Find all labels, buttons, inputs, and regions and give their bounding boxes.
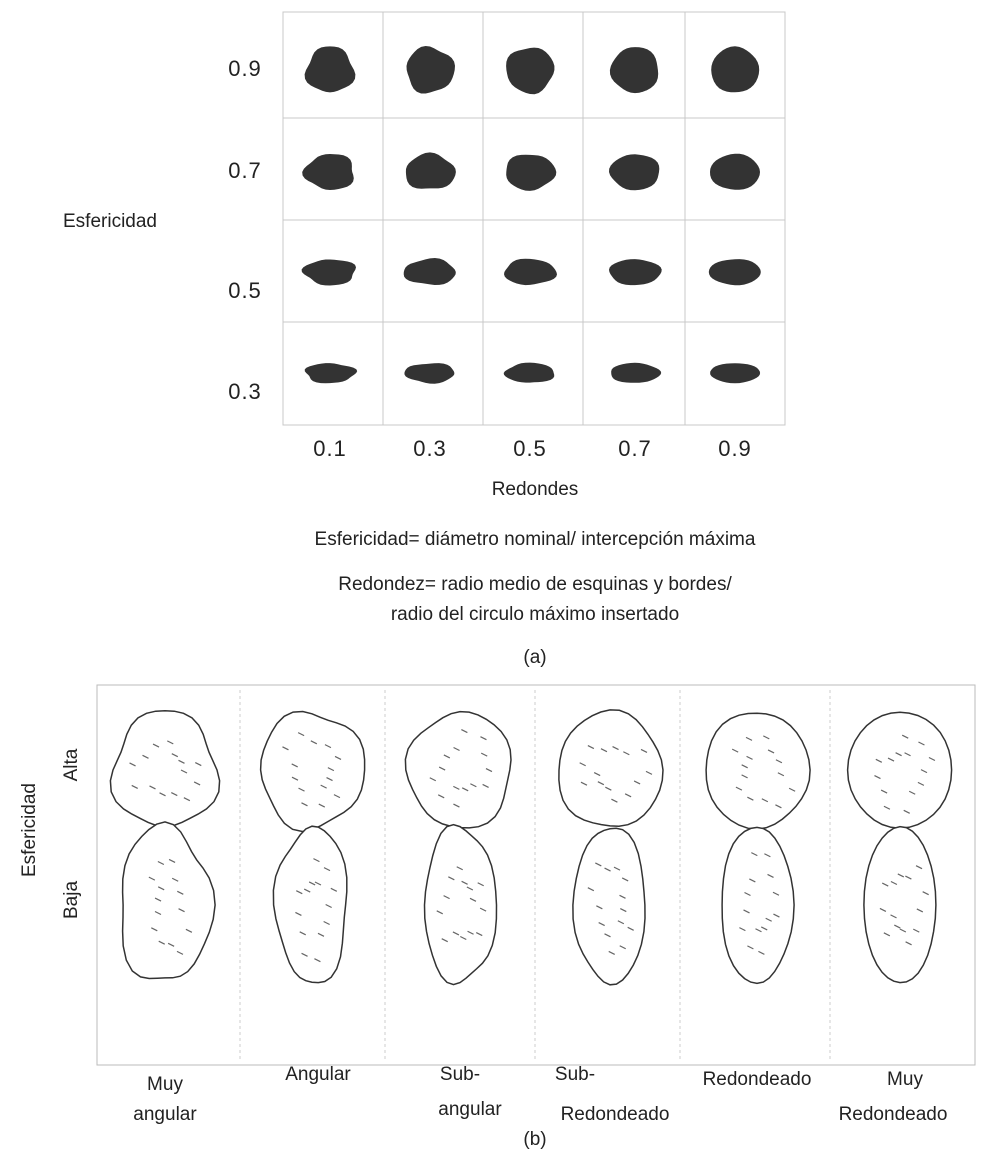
grain-outline — [110, 711, 219, 827]
panel-a: Esfericidad Redondes Esfericidad= diámet… — [63, 12, 785, 668]
definition: Esfericidad= diámetro nominal/ intercepc… — [315, 529, 756, 550]
column-label: Redondeado — [839, 1104, 948, 1125]
row-label: Alta — [61, 748, 82, 781]
grain — [504, 259, 557, 285]
panel-frame — [97, 685, 975, 1065]
column-label: Sub- — [555, 1064, 595, 1085]
definition: Redondez= radio medio de esquinas y bord… — [338, 574, 732, 595]
grain — [710, 154, 760, 190]
grain — [407, 46, 456, 94]
column-label: Muy — [887, 1069, 923, 1090]
grain-outline — [706, 713, 810, 829]
grain — [404, 363, 454, 384]
x-label: 0.7 — [618, 436, 652, 461]
grain — [302, 260, 356, 286]
column-label: Angular — [285, 1064, 351, 1085]
grain-outline — [261, 712, 365, 832]
grain — [610, 47, 658, 93]
x-label: 0.9 — [718, 436, 752, 461]
grain-outline — [425, 825, 497, 985]
grain-outline — [123, 822, 216, 979]
grain — [302, 154, 354, 190]
grain — [609, 154, 659, 190]
column-label: angular — [438, 1099, 502, 1120]
x-title: Redondes — [492, 479, 579, 500]
grain — [406, 152, 456, 188]
y-label: 0.7 — [228, 158, 262, 183]
grain — [305, 363, 357, 383]
grain — [609, 259, 662, 285]
y-label: 0.9 — [228, 56, 262, 81]
grain — [710, 363, 760, 383]
grain — [404, 258, 456, 285]
y-title: Esfericidad — [63, 211, 157, 232]
column-label: Muy — [147, 1074, 183, 1095]
grain — [611, 363, 661, 383]
y-title: Esfericidad — [19, 783, 40, 877]
y-label: 0.3 — [228, 379, 262, 404]
x-label: 0.5 — [513, 436, 547, 461]
column-label: Redondeado — [561, 1104, 670, 1125]
caption: (b) — [523, 1129, 546, 1150]
column-label: angular — [133, 1104, 197, 1125]
grain-outline — [573, 828, 645, 985]
grain-outline — [559, 710, 663, 826]
definition: radio del circulo máximo insertado — [391, 604, 679, 625]
grain — [506, 48, 554, 95]
grain — [305, 46, 356, 92]
x-label: 0.1 — [313, 436, 347, 461]
grain — [504, 363, 555, 383]
x-label: 0.3 — [413, 436, 447, 461]
column-label: Sub- — [440, 1064, 480, 1085]
column-label: Redondeado — [703, 1069, 812, 1090]
row-label: Baja — [61, 881, 82, 919]
grain — [506, 155, 556, 191]
grain-outline — [722, 827, 794, 983]
grain — [709, 259, 761, 285]
grain-outline — [405, 712, 511, 828]
grain-outline — [273, 826, 346, 982]
y-label: 0.5 — [228, 278, 262, 303]
grain — [711, 46, 759, 92]
caption: (a) — [523, 647, 546, 668]
page: Esfericidad Redondes Esfericidad= diámet… — [0, 0, 982, 1162]
grain-outline — [864, 827, 936, 983]
grain-outline — [848, 712, 952, 828]
